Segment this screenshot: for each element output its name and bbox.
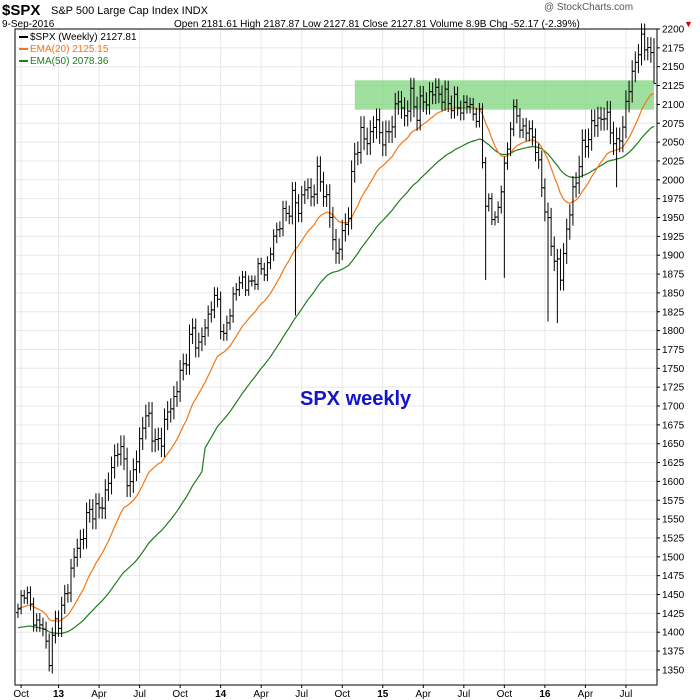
y-tick-label: 1725 xyxy=(662,383,685,394)
y-tick-label: 1875 xyxy=(662,270,685,281)
x-tick-label: 14 xyxy=(215,689,227,700)
y-tick-label: 1625 xyxy=(662,458,685,469)
ema50-line xyxy=(17,125,655,635)
legend-price: $SPX (Weekly) 2127.81 xyxy=(19,32,137,43)
quote-summary: Open 2181.61 High 2187.87 Low 2127.81 Cl… xyxy=(174,19,580,30)
watermark: @ StockCharts.com xyxy=(544,2,634,13)
y-tick-label: 1375 xyxy=(662,647,685,658)
y-tick-label: 1675 xyxy=(662,420,685,431)
legend-ema20-label: EMA(20) 2125.15 xyxy=(30,44,109,55)
x-tick-label: Apr xyxy=(91,689,107,700)
legend-ema50: EMA(50) 2078.36 xyxy=(19,56,108,67)
y-tick-label: 2150 xyxy=(662,62,685,73)
x-tick-label: Oct xyxy=(13,689,29,700)
y-tick-label: 2025 xyxy=(662,156,685,167)
y-tick-label: 1925 xyxy=(662,232,685,243)
y-tick-label: 1500 xyxy=(662,552,685,563)
y-tick-label: 1975 xyxy=(662,194,685,205)
ticker-symbol: $SPX xyxy=(2,2,41,19)
x-tick-label: Oct xyxy=(172,689,188,700)
x-tick-label: Jul xyxy=(620,689,633,700)
y-tick-label: 2000 xyxy=(662,175,685,186)
legend-ema20-swatch xyxy=(19,48,28,51)
y-tick-label: 1825 xyxy=(662,307,685,318)
x-tick-label: Apr xyxy=(578,689,594,700)
legend-ema50-swatch xyxy=(19,60,28,63)
y-tick-label: 1525 xyxy=(662,533,685,544)
y-tick-label: 1600 xyxy=(662,477,685,488)
y-tick-label: 1800 xyxy=(662,326,685,337)
x-tick-label: Jul xyxy=(295,689,308,700)
y-tick-label: 2075 xyxy=(662,119,685,130)
legend-ema50-label: EMA(50) 2078.36 xyxy=(30,56,109,67)
y-tick-label: 1425 xyxy=(662,609,685,620)
y-tick-label: 1775 xyxy=(662,345,685,356)
x-tick-label: 16 xyxy=(539,689,551,700)
ema20-line xyxy=(17,92,655,623)
x-tick-label: Oct xyxy=(497,689,513,700)
x-tick-label: 13 xyxy=(53,689,65,700)
change-down-icon: ▼ xyxy=(684,19,693,29)
security-name: S&P 500 Large Cap Index INDX xyxy=(51,5,208,17)
legend-ema20: EMA(20) 2125.15 xyxy=(19,44,108,55)
y-tick-label: 1750 xyxy=(662,364,685,375)
y-tick-label: 1550 xyxy=(662,515,685,526)
x-tick-label: Apr xyxy=(416,689,432,700)
quote-date: 9-Sep-2016 xyxy=(2,19,55,30)
x-tick-label: Apr xyxy=(253,689,269,700)
y-tick-label: 1850 xyxy=(662,288,685,299)
y-tick-label: 1350 xyxy=(662,665,685,676)
resistance-zone xyxy=(354,80,654,110)
legend-price-swatch xyxy=(19,36,28,39)
y-tick-label: 2100 xyxy=(662,100,685,111)
y-tick-label: 1700 xyxy=(662,402,685,413)
y-tick-label: 1475 xyxy=(662,571,685,582)
y-tick-label: 2200 xyxy=(662,25,685,36)
x-tick-label: 15 xyxy=(377,689,389,700)
legend-price-label: $SPX (Weekly) 2127.81 xyxy=(30,32,137,43)
y-tick-label: 1950 xyxy=(662,213,685,224)
y-tick-label: 2175 xyxy=(662,43,685,54)
y-tick-label: 1575 xyxy=(662,496,685,507)
x-tick-label: Jul xyxy=(133,689,146,700)
y-tick-label: 2050 xyxy=(662,138,685,149)
y-tick-label: 2125 xyxy=(662,81,685,92)
x-tick-label: Oct xyxy=(334,689,350,700)
x-tick-label: Jul xyxy=(457,689,470,700)
y-tick-label: 1400 xyxy=(662,628,685,639)
y-tick-label: 1650 xyxy=(662,439,685,450)
chart-annotation: SPX weekly xyxy=(300,388,412,410)
y-tick-label: 1900 xyxy=(662,251,685,262)
plot-frame xyxy=(14,28,658,686)
y-tick-label: 1450 xyxy=(662,590,685,601)
